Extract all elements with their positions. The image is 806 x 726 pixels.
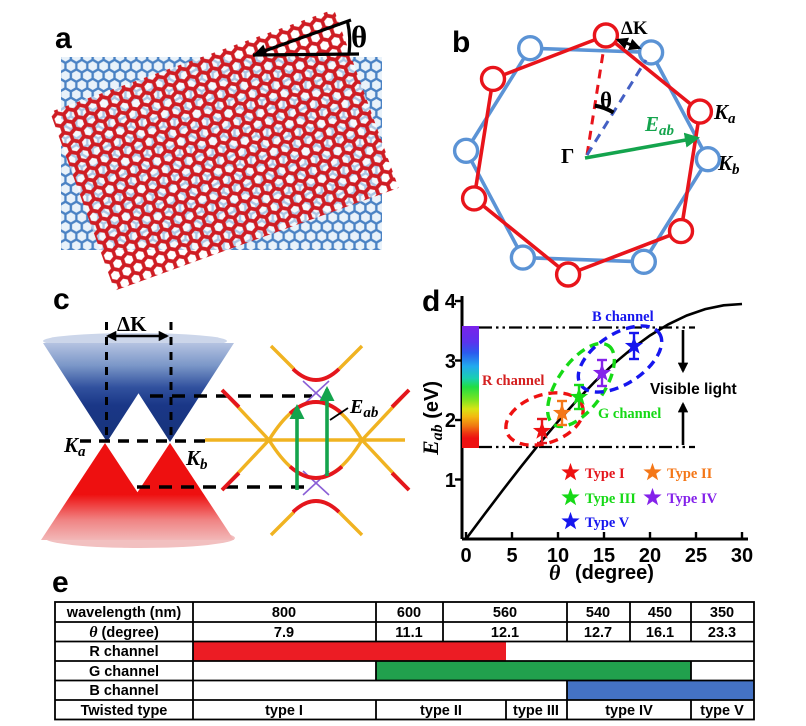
svg-text:Γ: Γ xyxy=(561,144,574,168)
svg-text:Visible light: Visible light xyxy=(650,381,737,398)
svg-text:R channel: R channel xyxy=(89,644,158,660)
svg-text:4: 4 xyxy=(445,291,457,313)
svg-text:(degree): (degree) xyxy=(575,562,654,584)
svg-text:e: e xyxy=(52,566,69,599)
svg-text:θ: θ xyxy=(351,19,367,54)
svg-text:Twisted type: Twisted type xyxy=(81,703,168,719)
svg-text:θ: θ xyxy=(549,560,561,585)
svg-text:15: 15 xyxy=(593,545,615,567)
svg-text:B channel: B channel xyxy=(592,309,654,325)
svg-text:Eab (eV): Eab (eV) xyxy=(418,381,446,456)
svg-text:θ: θ xyxy=(600,88,612,113)
svg-text:350: 350 xyxy=(710,605,734,621)
svg-text:Type II: Type II xyxy=(667,466,713,482)
svg-text:B channel: B channel xyxy=(89,683,158,699)
svg-text:5: 5 xyxy=(506,545,517,567)
svg-text:7.9: 7.9 xyxy=(274,625,294,641)
svg-text:c: c xyxy=(53,283,70,316)
svg-text:600: 600 xyxy=(397,605,421,621)
svg-text:16.1: 16.1 xyxy=(646,625,674,641)
svg-text:Type III: Type III xyxy=(585,491,636,507)
svg-text:450: 450 xyxy=(648,605,672,621)
svg-text:23.3: 23.3 xyxy=(708,625,736,641)
svg-text:G channel: G channel xyxy=(598,406,661,422)
svg-text:θ (degree): θ (degree) xyxy=(89,624,159,641)
svg-text:25: 25 xyxy=(685,545,707,567)
svg-text:d: d xyxy=(422,285,440,318)
svg-text:20: 20 xyxy=(639,545,661,567)
svg-text:Type IV: Type IV xyxy=(667,491,718,507)
svg-text:560: 560 xyxy=(493,605,517,621)
svg-text:12.1: 12.1 xyxy=(491,625,519,641)
svg-text:R channel: R channel xyxy=(482,373,544,389)
svg-text:Type I: Type I xyxy=(585,466,625,482)
svg-text:10: 10 xyxy=(547,545,569,567)
svg-text:b: b xyxy=(452,26,470,59)
svg-text:type V: type V xyxy=(700,703,744,719)
svg-text:a: a xyxy=(55,22,72,55)
svg-text:540: 540 xyxy=(586,605,610,621)
svg-text:2: 2 xyxy=(445,410,456,432)
svg-text:3: 3 xyxy=(445,351,456,373)
svg-text:type III: type III xyxy=(513,703,559,719)
svg-text:30: 30 xyxy=(731,545,753,567)
svg-text:type IV: type IV xyxy=(605,703,653,719)
svg-text:0: 0 xyxy=(460,545,471,567)
svg-text:type II: type II xyxy=(420,703,462,719)
svg-text:Type V: Type V xyxy=(585,515,630,531)
svg-text:ΔK: ΔK xyxy=(117,312,147,336)
svg-text:800: 800 xyxy=(272,605,296,621)
svg-text:1: 1 xyxy=(445,470,456,492)
svg-text:type I: type I xyxy=(265,703,303,719)
svg-text:12.7: 12.7 xyxy=(584,625,612,641)
svg-text:wavelength (nm): wavelength (nm) xyxy=(66,605,182,621)
svg-text:G channel: G channel xyxy=(89,664,159,680)
svg-text:ΔK: ΔK xyxy=(621,18,648,39)
svg-text:11.1: 11.1 xyxy=(395,625,422,641)
